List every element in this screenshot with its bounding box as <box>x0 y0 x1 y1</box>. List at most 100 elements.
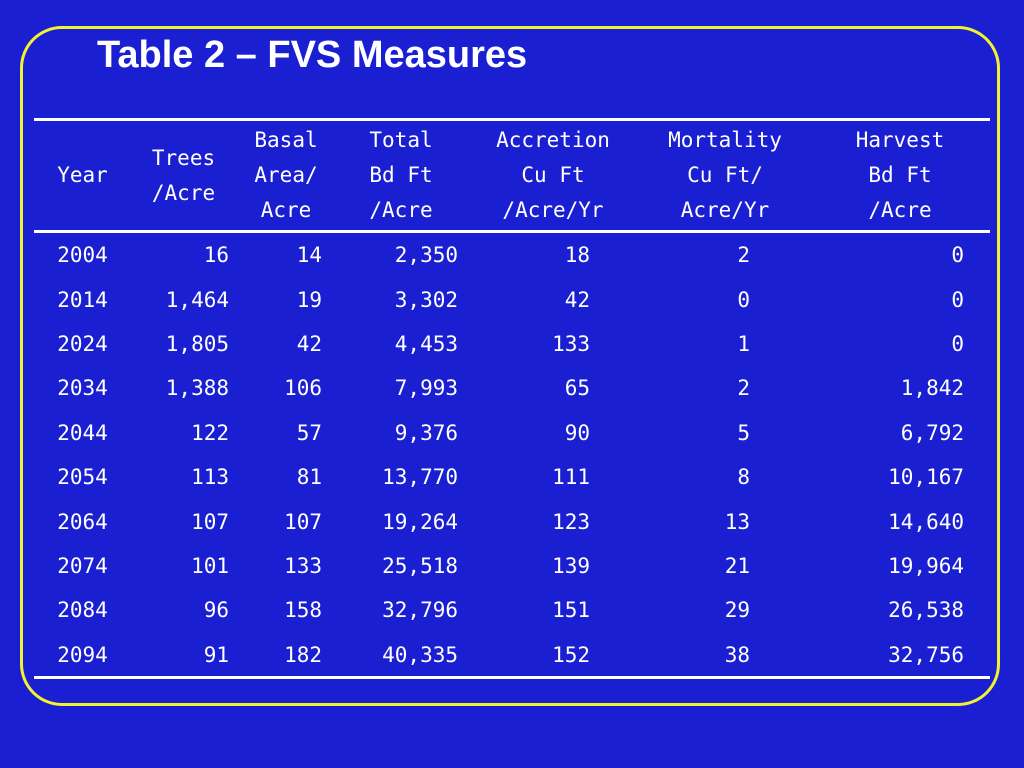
cell-total-bd-ft: 19,264 <box>382 509 458 534</box>
cell-harvest: 6,792 <box>900 420 964 445</box>
header-total-bd-ft: Total Bd Ft/Acre <box>336 121 466 230</box>
table-row: 2024 1,805 42 4,453 133 1 0 <box>34 322 990 366</box>
cell-harvest: 1,842 <box>900 376 964 401</box>
cell-harvest: 0 <box>951 331 964 356</box>
header-line: Area/ <box>254 163 318 187</box>
cell-year: 2044 <box>57 420 108 445</box>
cell-basal-area: 57 <box>296 420 322 445</box>
cell-mortality: 38 <box>724 642 750 667</box>
slide-frame <box>20 26 1000 706</box>
cell-accretion: 123 <box>552 509 590 534</box>
cell-accretion: 133 <box>552 331 590 356</box>
table-row: 2034 1,388 106 7,993 65 2 1,842 <box>34 366 990 410</box>
cell-trees: 96 <box>203 598 229 623</box>
cell-mortality: 8 <box>737 465 750 490</box>
cell-basal-area: 81 <box>296 465 322 490</box>
cell-total-bd-ft: 40,335 <box>382 642 458 667</box>
header-line: /Acre <box>868 198 932 222</box>
cell-mortality: 21 <box>724 553 750 578</box>
cell-trees: 16 <box>203 243 229 268</box>
header-accretion: Accretion Cu Ft/Acre/Yr <box>466 121 640 230</box>
header-line: Mortality <box>668 128 782 152</box>
cell-basal-area: 182 <box>284 642 322 667</box>
cell-harvest: 14,640 <box>888 509 964 534</box>
cell-basal-area: 158 <box>284 598 322 623</box>
cell-year: 2054 <box>57 465 108 490</box>
cell-accretion: 111 <box>552 465 590 490</box>
cell-year: 2074 <box>57 553 108 578</box>
header-line: Acre <box>260 198 312 222</box>
cell-total-bd-ft: 9,376 <box>394 420 458 445</box>
cell-trees: 1,388 <box>165 376 229 401</box>
table-header: Year Trees/Acre Basal Area/Acre Total Bd Ft/A… <box>34 121 990 230</box>
fvs-measures-table-container: Year Trees/Acre Basal Area/Acre Total Bd Ft/A… <box>34 121 990 677</box>
cell-total-bd-ft: 32,796 <box>382 598 458 623</box>
cell-year: 2014 <box>57 287 108 312</box>
header-line: /Acre/Yr <box>502 198 604 222</box>
header-trees-per-acre: Trees/Acre <box>131 121 236 230</box>
cell-accretion: 65 <box>564 376 590 401</box>
table-header-row: Year Trees/Acre Basal Area/Acre Total Bd Ft/A… <box>34 121 990 230</box>
table-bottom-rule <box>34 676 990 679</box>
header-line: Accretion <box>496 128 610 152</box>
cell-basal-area: 107 <box>284 509 322 534</box>
header-line: Cu Ft <box>521 163 585 187</box>
cell-basal-area: 133 <box>284 553 322 578</box>
cell-basal-area: 42 <box>296 331 322 356</box>
cell-trees: 122 <box>191 420 229 445</box>
cell-basal-area: 14 <box>296 243 322 268</box>
cell-year: 2084 <box>57 598 108 623</box>
table-row: 2044 122 57 9,376 90 5 6,792 <box>34 411 990 455</box>
cell-accretion: 151 <box>552 598 590 623</box>
cell-mortality: 2 <box>737 376 750 401</box>
header-line: /Acre <box>369 198 433 222</box>
cell-accretion: 152 <box>552 642 590 667</box>
header-line: Bd Ft <box>868 163 932 187</box>
cell-year: 2094 <box>57 642 108 667</box>
cell-mortality: 0 <box>737 287 750 312</box>
header-line: Bd Ft <box>369 163 433 187</box>
cell-total-bd-ft: 4,453 <box>394 331 458 356</box>
cell-mortality: 29 <box>724 598 750 623</box>
cell-harvest: 26,538 <box>888 598 964 623</box>
header-line: Total <box>369 128 433 152</box>
cell-trees: 1,464 <box>165 287 229 312</box>
fvs-measures-table: Year Trees/Acre Basal Area/Acre Total Bd Ft/A… <box>34 121 990 677</box>
cell-year: 2024 <box>57 331 108 356</box>
table-row: 2014 1,464 19 3,302 42 0 0 <box>34 277 990 321</box>
table-header-rule <box>34 230 990 233</box>
header-line: Trees <box>151 145 216 170</box>
cell-harvest: 0 <box>951 287 964 312</box>
table-body: 2004 16 14 2,350 18 2 0 2014 1,464 19 3,302 42 0 0 202… <box>34 230 990 677</box>
cell-total-bd-ft: 25,518 <box>382 553 458 578</box>
header-harvest: Harvest Bd Ft/Acre <box>810 121 990 230</box>
slide-title: Table 2 – FVS Measures <box>97 34 528 76</box>
cell-total-bd-ft: 3,302 <box>394 287 458 312</box>
table-row: 2004 16 14 2,350 18 2 0 <box>34 230 990 277</box>
table-row: 2064 107 107 19,264 123 13 14,640 <box>34 499 990 543</box>
cell-year: 2064 <box>57 509 108 534</box>
cell-mortality: 13 <box>724 509 750 534</box>
cell-accretion: 42 <box>564 287 590 312</box>
cell-accretion: 90 <box>564 420 590 445</box>
header-line: Year <box>57 163 108 187</box>
cell-mortality: 5 <box>737 420 750 445</box>
cell-harvest: 19,964 <box>888 553 964 578</box>
cell-accretion: 139 <box>552 553 590 578</box>
cell-basal-area: 106 <box>284 376 322 401</box>
cell-harvest: 10,167 <box>888 465 964 490</box>
cell-year: 2004 <box>57 243 108 268</box>
header-mortality: Mortality Cu Ft/Acre/Yr <box>640 121 810 230</box>
cell-mortality: 2 <box>737 243 750 268</box>
header-line: Harvest <box>855 128 945 152</box>
cell-total-bd-ft: 13,770 <box>382 465 458 490</box>
table-row: 2094 91 182 40,335 152 38 32,756 <box>34 633 990 677</box>
header-line: Basal <box>254 128 318 152</box>
table-row: 2074 101 133 25,518 139 21 19,964 <box>34 544 990 588</box>
cell-total-bd-ft: 2,350 <box>394 243 458 268</box>
table-row: 2084 96 158 32,796 151 29 26,538 <box>34 588 990 632</box>
cell-trees: 91 <box>203 642 229 667</box>
cell-trees: 113 <box>191 465 229 490</box>
cell-trees: 1,805 <box>165 331 229 356</box>
